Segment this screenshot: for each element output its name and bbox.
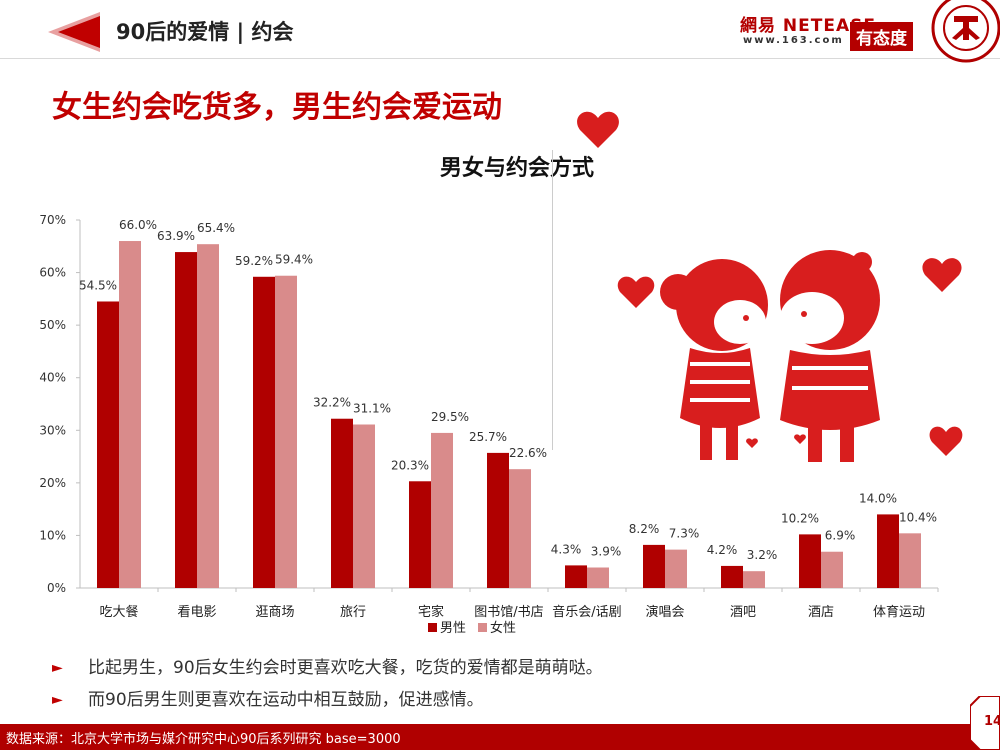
chart-title: 男女与约会方式 (440, 156, 595, 181)
data-label-male: 25.7% (469, 430, 507, 444)
bar-male (721, 565, 743, 588)
youtaidu-logo: 有态度 (850, 22, 913, 51)
bullet-arrow-icon: ► (52, 660, 63, 676)
bar-male (97, 301, 119, 588)
bullet-list: ► 比起男生，90后女生约会时更喜欢吃大餐，吃货的爱情都是萌萌哒。 ► 而90后… (52, 656, 603, 720)
header-triangle-icon (48, 12, 100, 52)
bar-male (253, 276, 275, 588)
data-label-male: 54.5% (79, 278, 117, 292)
data-label-female: 29.5% (431, 410, 469, 424)
x-tick-label: 宅家 (418, 604, 444, 620)
data-label-female: 10.4% (899, 510, 937, 524)
y-tick-label: 20% (39, 476, 66, 490)
data-label-female: 22.6% (509, 446, 547, 460)
bar-female (431, 432, 453, 588)
x-tick-label: 旅行 (340, 605, 366, 620)
legend-swatch-female (478, 623, 487, 632)
bar-female (899, 533, 921, 588)
data-label-male: 32.2% (313, 396, 351, 410)
bar-female (119, 241, 141, 588)
data-label-male: 4.3% (551, 542, 582, 556)
x-tick-label: 看电影 (177, 604, 216, 620)
legend-swatch-male (428, 623, 437, 632)
data-label-female: 31.1% (353, 402, 391, 416)
bar-male (877, 514, 899, 588)
bar-male (487, 452, 509, 588)
legend-label-female: 女性 (490, 620, 516, 636)
x-tick-label: 逛商场 (255, 605, 294, 620)
bar-male (799, 534, 821, 588)
y-tick-label: 40% (39, 371, 66, 385)
y-tick-label: 50% (39, 318, 66, 332)
bullet-text: 比起男生，90后女生约会时更喜欢吃大餐，吃货的爱情都是萌萌哒。 (88, 658, 603, 678)
bullet-item: ► 比起男生，90后女生约会时更喜欢吃大餐，吃货的爱情都是萌萌哒。 (52, 656, 603, 680)
y-tick-label: 70% (39, 213, 66, 227)
bullet-arrow-icon: ► (52, 692, 63, 708)
data-label-male: 10.2% (781, 511, 819, 525)
bar-female (821, 551, 843, 588)
data-label-female: 3.9% (591, 544, 622, 558)
x-tick-label: 体育运动 (873, 604, 925, 620)
data-label-male: 59.2% (235, 254, 273, 268)
section-title: 90后的爱情 | 约会 (116, 20, 294, 44)
netease-url: www.163.com (743, 35, 844, 46)
footer-bar: 数据来源：北京大学市场与媒介研究中心90后系列研究 base=3000 14 (0, 696, 1000, 750)
x-tick-label: 图书馆/书店 (474, 605, 543, 620)
bar-male (409, 481, 431, 588)
bar-male (643, 544, 665, 588)
divider-line (552, 150, 553, 450)
bar-female (197, 244, 219, 588)
data-label-female: 6.9% (825, 529, 856, 543)
data-label-male: 8.2% (629, 522, 660, 536)
peking-university-seal-icon (931, 0, 1000, 63)
bar-male (331, 418, 353, 588)
data-source: 数据来源：北京大学市场与媒介研究中心90后系列研究 base=3000 (6, 732, 401, 747)
bar-female (509, 469, 531, 588)
bar-male (175, 252, 197, 588)
bar-female (743, 571, 765, 588)
bullet-text: 而90后男生则更喜欢在运动中相互鼓励，促进感情。 (88, 690, 484, 710)
page-number: 14 (984, 714, 1000, 729)
netease-logo: 網易 NETEASE (740, 16, 876, 36)
bar-male (565, 565, 587, 588)
header-divider (0, 58, 1000, 59)
data-label-female: 66.0% (119, 218, 157, 232)
x-tick-label: 酒吧 (730, 605, 756, 620)
bar-female (275, 275, 297, 588)
bar-female (353, 424, 375, 588)
y-tick-label: 10% (39, 528, 66, 542)
x-tick-label: 演唱会 (645, 604, 684, 620)
x-tick-label: 吃大餐 (99, 604, 138, 620)
data-label-male: 4.2% (707, 543, 738, 557)
data-label-male: 14.0% (859, 491, 897, 505)
legend-label-male: 男性 (440, 621, 466, 636)
y-tick-label: 60% (39, 266, 66, 280)
data-label-male: 63.9% (157, 229, 195, 243)
headline: 女生约会吃货多，男生约会爱运动 (52, 90, 502, 125)
y-tick-label: 0% (47, 581, 66, 595)
data-label-female: 59.4% (275, 253, 313, 267)
page-number-tab: 14 (970, 696, 1000, 750)
data-label-male: 20.3% (391, 458, 429, 472)
x-tick-label: 音乐会/话剧 (552, 604, 621, 620)
x-tick-label: 酒店 (808, 605, 834, 620)
y-tick-label: 30% (39, 423, 66, 437)
bar-female (587, 567, 609, 588)
data-label-female: 65.4% (197, 221, 235, 235)
bar-female (665, 549, 687, 588)
data-label-female: 7.3% (669, 527, 700, 541)
bullet-item: ► 而90后男生则更喜欢在运动中相互鼓励，促进感情。 (52, 688, 603, 712)
data-label-female: 3.2% (747, 548, 778, 562)
